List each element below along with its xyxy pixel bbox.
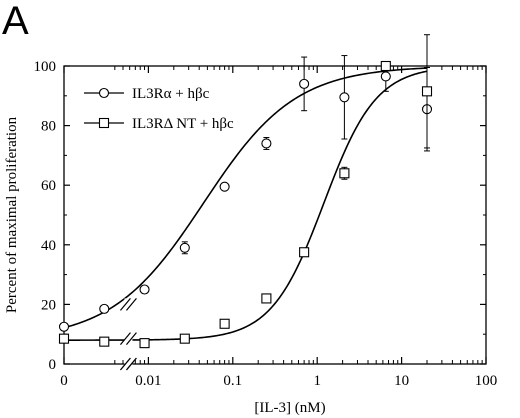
x-axis: 0 0.01 0.1 1 10 100 xyxy=(60,66,497,389)
x-tick-label: 0.01 xyxy=(135,373,161,389)
y-tick-label: 0 xyxy=(49,357,57,373)
curve-break-square xyxy=(125,332,137,346)
x-axis-break-mark xyxy=(125,357,137,371)
curve-break-circle xyxy=(125,298,137,311)
data-point-circle xyxy=(179,242,190,253)
y-axis-title: Percent of maximal proliferation xyxy=(4,116,20,313)
data-point-square xyxy=(380,60,391,72)
fit-curves xyxy=(63,67,428,346)
y-tick-label: 60 xyxy=(41,178,56,194)
data-point-circle xyxy=(139,284,150,295)
data-point-circle xyxy=(99,303,110,314)
curve-break-square-gap xyxy=(124,332,133,345)
y-tick-label: 80 xyxy=(41,119,56,135)
data-point-square xyxy=(99,336,110,347)
legend-marker-square xyxy=(98,117,110,129)
curve-break-circle xyxy=(119,298,131,311)
data-point-circle xyxy=(380,71,391,82)
x-tick-label: 0.1 xyxy=(223,373,242,389)
data-point-square xyxy=(179,333,190,344)
data-point-square xyxy=(299,247,310,258)
fit-curve-square xyxy=(64,70,428,341)
data-point-circle xyxy=(261,138,272,149)
data-point-square xyxy=(139,338,150,349)
y-tick-label: 20 xyxy=(41,297,56,313)
x-axis-break-mark xyxy=(119,357,131,371)
legend-marker-circle xyxy=(98,87,110,99)
curve-break-circle-gap xyxy=(124,298,133,311)
x-tick-label: 10 xyxy=(394,373,409,389)
data-point-square xyxy=(421,86,433,97)
data-point-circle xyxy=(339,92,350,103)
data-point-circle xyxy=(299,78,310,89)
data-points xyxy=(58,34,433,349)
x-tick-label: 1 xyxy=(313,373,321,389)
x-tick-label: 0 xyxy=(60,373,68,389)
y-axis: 0 20 40 60 80 100 xyxy=(34,59,486,373)
x-axis-title: [IL-3] (nM) xyxy=(254,400,325,416)
data-point-square xyxy=(219,318,230,329)
data-point-circle xyxy=(219,181,230,192)
curve-break-square xyxy=(119,332,131,346)
x-tick-label: 100 xyxy=(475,373,498,389)
fit-curve-circle xyxy=(63,67,427,329)
legend: IL3Rα + hβc IL3RΔ NT + hβc xyxy=(84,86,234,132)
y-tick-label: 100 xyxy=(34,59,57,75)
data-point-square xyxy=(261,293,272,304)
data-point-square xyxy=(58,333,70,344)
data-point-circle xyxy=(58,321,70,332)
y-tick-label: 40 xyxy=(41,238,56,254)
legend-label-circle: IL3Rα + hβc xyxy=(132,86,210,102)
x-axis-break-gap xyxy=(124,355,133,373)
legend-label-square: IL3RΔ NT + hβc xyxy=(132,116,234,132)
panel-label: A xyxy=(2,0,29,43)
data-point-square xyxy=(339,168,350,179)
